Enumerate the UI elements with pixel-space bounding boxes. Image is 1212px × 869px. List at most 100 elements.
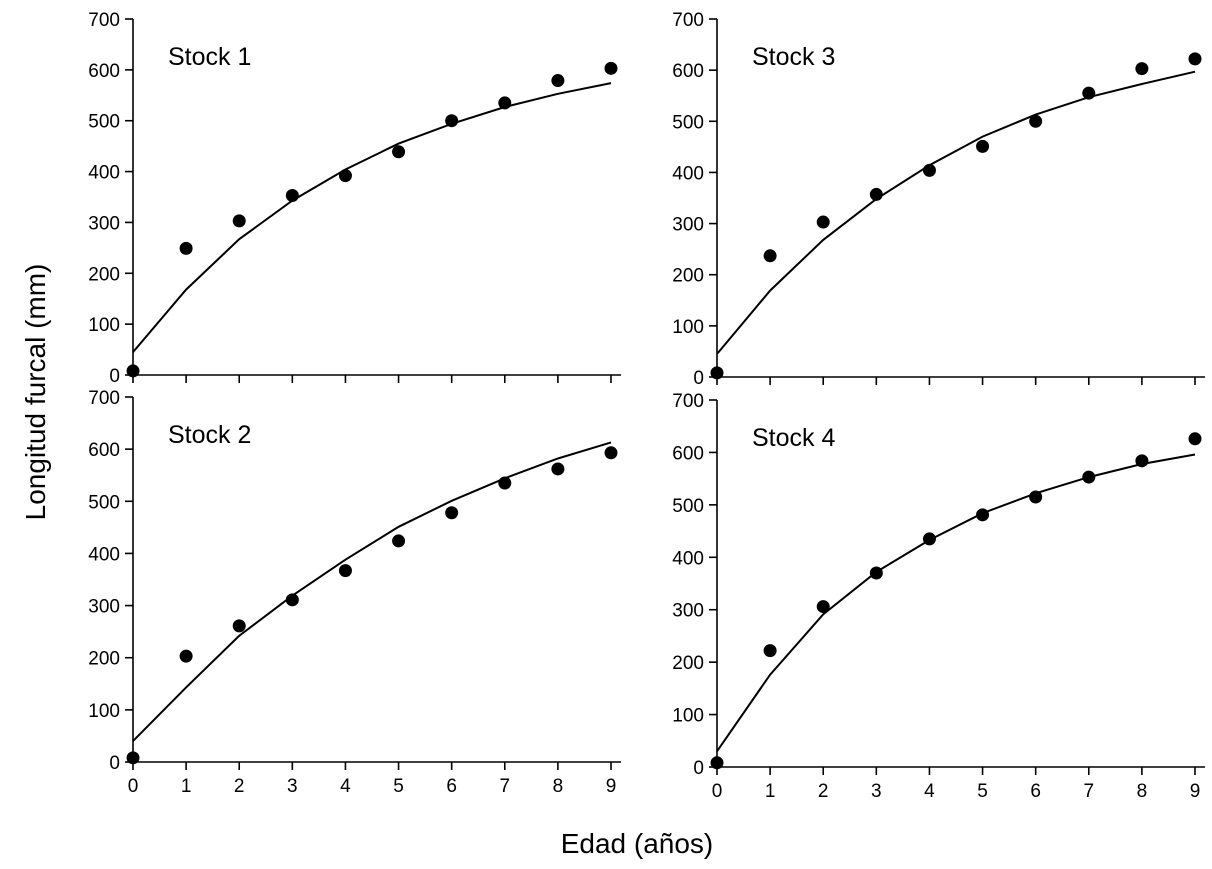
stock-3-observed-point-9 bbox=[1188, 52, 1202, 66]
stock-4-panel: 0 100 200 300 400 500 600 700 0 1 2 3 4 5 6 7 8 9 Stock 4 bbox=[672, 391, 1205, 802]
stock-2-observed-point-8 bbox=[551, 462, 565, 476]
stock-3-observed-point-8 bbox=[1135, 62, 1149, 76]
stock-4-y-tick-label-700: 700 bbox=[672, 391, 704, 412]
stock-3-observed-point-2 bbox=[816, 215, 830, 229]
stock-4-x-tick-label-6: 6 bbox=[1030, 781, 1041, 802]
stock-2-observed-point-0 bbox=[126, 751, 140, 765]
stock-1-panel: 0 100 200 300 400 500 600 700 Stock 1 bbox=[88, 10, 621, 387]
stock-2-x-tick-label-1: 1 bbox=[181, 776, 192, 797]
stock-4-x-tick-label-7: 7 bbox=[1083, 781, 1094, 802]
stock-1-observed-point-8 bbox=[551, 74, 565, 88]
stock-2-x-tick-label-0: 0 bbox=[128, 776, 139, 797]
stock-4-observed-point-3 bbox=[869, 566, 883, 580]
stock-1-observed-point-3 bbox=[285, 188, 299, 202]
stock-2-y-tick-label-100: 100 bbox=[88, 701, 120, 722]
stock-4-observed-point-7 bbox=[1082, 470, 1096, 484]
stock-3-label: Stock 3 bbox=[752, 43, 835, 71]
stock-3-y-tick-label-300: 300 bbox=[672, 215, 704, 236]
stock-2-x-tick-label-2: 2 bbox=[234, 776, 245, 797]
stock-1-fitted-curve bbox=[132, 82, 612, 353]
stock-2-observed-point-7 bbox=[498, 476, 512, 490]
stock-4-label: Stock 4 bbox=[752, 424, 835, 452]
stock-4-x-tick-label-0: 0 bbox=[712, 781, 723, 802]
stock-4-observed-point-4 bbox=[922, 532, 936, 546]
stock-3-y-tick-label-0: 0 bbox=[693, 368, 704, 389]
stock-1-observed-point-1 bbox=[179, 241, 193, 255]
stock-4-observed-point-9 bbox=[1188, 432, 1202, 446]
y-axis-title: Longitud furcal (mm) bbox=[20, 264, 51, 521]
stock-1-y-tick-label-600: 600 bbox=[88, 61, 120, 82]
stock-4-observed-point-8 bbox=[1135, 454, 1149, 468]
stock-2-x-tick-label-7: 7 bbox=[499, 776, 510, 797]
x-axis-title: Edad (años) bbox=[561, 828, 714, 859]
stock-1-y-tick-label-100: 100 bbox=[88, 315, 120, 336]
stock-1-y-tick-label-400: 400 bbox=[88, 163, 120, 184]
stock-3-y-tick-label-600: 600 bbox=[672, 61, 704, 82]
stock-2-y-tick-label-300: 300 bbox=[88, 597, 120, 618]
stock-2-y-tick-label-700: 700 bbox=[88, 388, 120, 409]
stock-3-observed-point-6 bbox=[1029, 114, 1043, 128]
stock-2-observed-point-4 bbox=[338, 564, 352, 578]
stock-2-observed-point-6 bbox=[445, 506, 459, 520]
stock-3-observed-point-1 bbox=[763, 249, 777, 263]
stock-3-y-tick-label-200: 200 bbox=[672, 266, 704, 287]
stock-3-observed-point-4 bbox=[922, 163, 936, 177]
stock-2-fitted-curve bbox=[132, 441, 612, 742]
stock-1-label: Stock 1 bbox=[168, 43, 251, 71]
stock-4-x-tick-label-3: 3 bbox=[871, 781, 882, 802]
stock-1-observed-point-5 bbox=[392, 145, 406, 159]
stock-4-y-tick-label-500: 500 bbox=[672, 496, 704, 517]
stock-4-x-tick-label-8: 8 bbox=[1137, 781, 1148, 802]
stock-4-y-tick-label-300: 300 bbox=[672, 601, 704, 622]
stock-3-y-tick-label-100: 100 bbox=[672, 317, 704, 338]
stock-1-observed-point-9 bbox=[604, 61, 618, 75]
stock-4-observed-point-5 bbox=[976, 508, 990, 522]
stock-3-observed-point-3 bbox=[869, 187, 883, 201]
stock-2-label: Stock 2 bbox=[168, 421, 251, 449]
stock-4-x-tick-label-2: 2 bbox=[818, 781, 829, 802]
stock-2-x-tick-label-8: 8 bbox=[553, 776, 564, 797]
stock-2-y-tick-label-0: 0 bbox=[109, 753, 120, 774]
stock-1-y-tick-label-0: 0 bbox=[109, 366, 120, 387]
stock-4-y-tick-label-100: 100 bbox=[672, 706, 704, 727]
stock-4-y-tick-label-0: 0 bbox=[693, 758, 704, 779]
stock-2-observed-point-1 bbox=[179, 649, 193, 663]
stock-3-fitted-curve bbox=[716, 70, 1196, 355]
stock-2-y-tick-label-200: 200 bbox=[88, 649, 120, 670]
stock-4-x-tick-label-1: 1 bbox=[765, 781, 776, 802]
stock-4-y-tick-label-600: 600 bbox=[672, 443, 704, 464]
stock-2-observed-point-5 bbox=[392, 534, 406, 548]
stock-1-y-tick-label-700: 700 bbox=[88, 10, 120, 31]
stock-4-observed-point-1 bbox=[763, 644, 777, 658]
stock-2-x-tick-label-6: 6 bbox=[446, 776, 457, 797]
stock-1-y-tick-label-500: 500 bbox=[88, 112, 120, 133]
stock-4-x-tick-label-5: 5 bbox=[977, 781, 988, 802]
stock-4-fitted-curve bbox=[716, 453, 1196, 752]
stock-4-observed-point-6 bbox=[1029, 490, 1043, 504]
stock-4-x-tick-label-9: 9 bbox=[1190, 781, 1201, 802]
stock-1-y-tick-label-300: 300 bbox=[88, 213, 120, 234]
stock-3-observed-point-7 bbox=[1082, 86, 1096, 100]
stock-2-observed-point-3 bbox=[285, 593, 299, 607]
stock-1-observed-point-6 bbox=[445, 114, 459, 128]
stock-4-observed-point-2 bbox=[816, 600, 830, 614]
stock-2-y-tick-label-600: 600 bbox=[88, 440, 120, 461]
stock-4-y-tick-label-200: 200 bbox=[672, 653, 704, 674]
stock-4-y-tick-label-400: 400 bbox=[672, 548, 704, 569]
stock-2-y-tick-label-400: 400 bbox=[88, 544, 120, 565]
stock-1-observed-point-2 bbox=[232, 214, 246, 228]
stock-3-y-tick-label-400: 400 bbox=[672, 163, 704, 184]
stock-2-panel: 0 100 200 300 400 500 600 700 0 1 2 3 4 5 6 7 8 9 Stock 2 bbox=[88, 388, 621, 797]
stock-2-x-tick-label-4: 4 bbox=[340, 776, 351, 797]
stock-1-y-tick-label-200: 200 bbox=[88, 264, 120, 285]
stock-4-x-tick-label-4: 4 bbox=[924, 781, 935, 802]
stock-3-panel: 0 100 200 300 400 500 600 700 Stock 3 bbox=[672, 10, 1205, 389]
stock-3-observed-point-5 bbox=[976, 139, 990, 153]
stock-2-x-tick-label-3: 3 bbox=[287, 776, 298, 797]
stock-1-observed-point-7 bbox=[498, 96, 512, 110]
stock-2-x-tick-label-9: 9 bbox=[606, 776, 617, 797]
stock-3-y-tick-label-700: 700 bbox=[672, 10, 704, 31]
stock-1-observed-point-0 bbox=[126, 364, 140, 378]
